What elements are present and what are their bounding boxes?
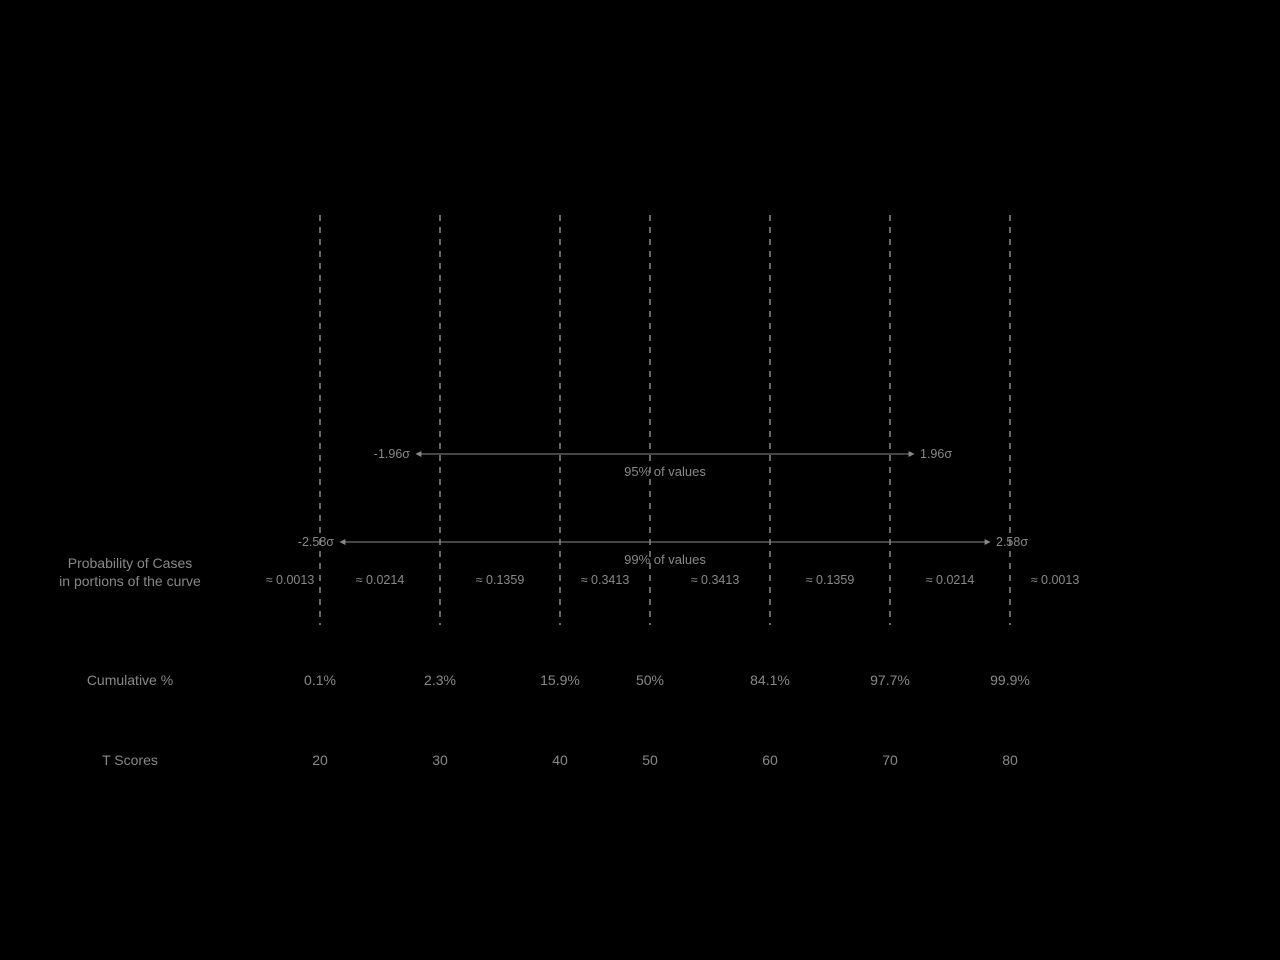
cumulative-value-0: 0.1%: [304, 672, 336, 688]
prob-value-0: ≈ 0.0013: [266, 573, 315, 587]
ci95-center-label: 95% of values: [624, 464, 706, 479]
tscore-value-6: 80: [1002, 752, 1018, 768]
cumulative-value-4: 84.1%: [750, 672, 790, 688]
prob-row-label-2: in portions of the curve: [59, 573, 201, 589]
cumulative-value-1: 2.3%: [424, 672, 456, 688]
prob-value-3: ≈ 0.3413: [581, 573, 630, 587]
normal-distribution-diagram: -1.96σ 1.96σ 95% of values -2.58σ 2.58σ 99% o…: [0, 0, 1280, 960]
cumulative-value-6: 99.9%: [990, 672, 1030, 688]
ci99-left-label: -2.58σ: [298, 535, 334, 549]
tscore-value-0: 20: [312, 752, 328, 768]
prob-value-4: ≈ 0.3413: [691, 573, 740, 587]
prob-value-2: ≈ 0.1359: [476, 573, 525, 587]
prob-row-label-1: Probability of Cases: [68, 555, 193, 571]
ci95-left-label: -1.96σ: [374, 447, 410, 461]
tscore-value-1: 30: [432, 752, 448, 768]
prob-value-6: ≈ 0.0214: [926, 573, 975, 587]
ci99-right-label: 2.58σ: [996, 535, 1028, 549]
cumulative-value-5: 97.7%: [870, 672, 910, 688]
tscore-value-5: 70: [882, 752, 898, 768]
cumulative-row-label: Cumulative %: [87, 672, 173, 688]
cumulative-value-3: 50%: [636, 672, 664, 688]
ci99-center-label: 99% of values: [624, 552, 706, 567]
tscore-value-4: 60: [762, 752, 778, 768]
ci95-right-label: 1.96σ: [920, 447, 952, 461]
prob-value-1: ≈ 0.0214: [356, 573, 405, 587]
prob-value-5: ≈ 0.1359: [806, 573, 855, 587]
cumulative-value-2: 15.9%: [540, 672, 580, 688]
tscores-row-label: T Scores: [102, 752, 158, 768]
tscore-value-3: 50: [642, 752, 658, 768]
prob-value-7: ≈ 0.0013: [1031, 573, 1080, 587]
tscore-value-2: 40: [552, 752, 568, 768]
